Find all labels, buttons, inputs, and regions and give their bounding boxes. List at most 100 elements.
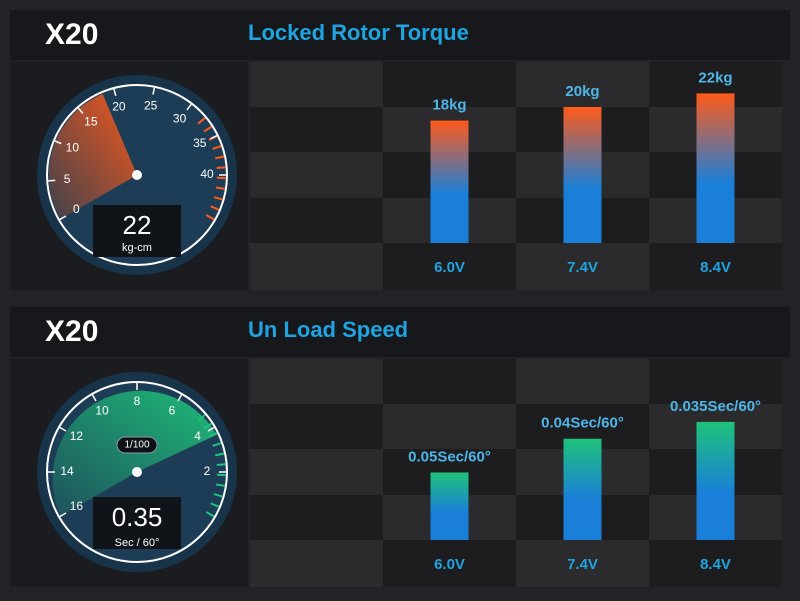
bar: [563, 438, 602, 540]
gauge-tick: [77, 107, 84, 114]
grid-cell: [649, 243, 782, 290]
category-label: 7.4V: [567, 556, 598, 573]
gauge-tick: [113, 88, 117, 96]
gauge-tick-label: 8: [134, 394, 141, 408]
gauge-tick-label: 25: [144, 99, 158, 113]
readout-box: [93, 205, 181, 257]
category-label: 6.0V: [434, 556, 465, 573]
gauge-redline: [216, 463, 226, 467]
gauge-redline: [216, 166, 226, 170]
gauge-redline: [212, 145, 222, 150]
gauge-redline: [215, 452, 225, 457]
gauge-sector: [48, 93, 137, 219]
gauge-tick-label: 16: [70, 499, 84, 513]
gauge-redline: [197, 414, 206, 422]
gauge-redline: [205, 511, 215, 518]
value-label: 0.05Sec/60°: [408, 448, 491, 465]
grid-cell: [250, 198, 383, 243]
gauge-redline: [210, 205, 220, 211]
gauge-redline: [210, 502, 220, 508]
gauge-tick-label: 10: [66, 140, 80, 154]
bar: [430, 120, 469, 243]
gauge-redline: [212, 442, 222, 447]
gauge-tick: [207, 426, 215, 432]
grid-cell: [250, 243, 383, 290]
grid-cell: [250, 359, 383, 404]
value-label: 18kg: [432, 97, 466, 114]
grid-cell: [383, 359, 516, 404]
gauge-tick: [59, 426, 67, 432]
chart-title: Locked Rotor Torque: [248, 20, 469, 45]
grid-cell: [383, 540, 516, 587]
gauge-redline: [215, 483, 226, 487]
gauge-tick-label: 0: [73, 202, 80, 216]
bar: [430, 472, 469, 540]
grid-cell: [649, 540, 782, 587]
grid-cell: [383, 404, 516, 449]
gauge-tick: [186, 103, 192, 111]
chart-title: Un Load Speed: [248, 317, 408, 342]
value-label: 20kg: [565, 83, 599, 100]
gauge-tick: [54, 140, 62, 145]
grid-cell: [250, 495, 383, 540]
dial-note: 1/100: [124, 440, 149, 451]
grid-cell: [383, 243, 516, 290]
gauge-tick: [59, 512, 67, 518]
grid-cell: [516, 62, 649, 107]
gauge-tick-label: 35: [193, 136, 207, 150]
grid-cell: [516, 540, 649, 587]
gauge-tick-label: 12: [70, 429, 84, 443]
gauge-tick-label: 10: [95, 404, 109, 418]
category-label: 6.0V: [434, 259, 465, 276]
bar: [563, 107, 602, 243]
gauge-tick-label: 6: [169, 404, 176, 418]
readout-value: 22: [123, 210, 152, 240]
grid-cell: [383, 62, 516, 107]
grid-cell: [250, 107, 383, 152]
bar: [696, 93, 735, 244]
gauge-redline: [215, 186, 226, 190]
grid-cell: [516, 243, 649, 290]
readout-box: [93, 497, 181, 549]
grid-cell: [649, 359, 782, 404]
category-label: 8.4V: [700, 259, 731, 276]
gauge-redline: [203, 125, 213, 133]
gauge-redline: [203, 422, 213, 430]
gauge-redline: [197, 117, 206, 125]
gauge-hub: [132, 170, 142, 180]
dial-note-pill: [116, 436, 158, 454]
grid-cell: [250, 449, 383, 495]
gauge-tick-label: 14: [60, 464, 74, 478]
readout-value: 0.35: [112, 502, 163, 532]
grid-cell: [250, 152, 383, 198]
gauge-tick: [59, 215, 67, 221]
value-label: 0.035Sec/60°: [670, 398, 761, 415]
gauge-tick-label: 20: [112, 100, 126, 114]
gauge-tick-label: 15: [84, 115, 98, 129]
header-bar: [10, 307, 790, 357]
readout-unit: kg-cm: [122, 242, 152, 254]
grid-cell: [250, 540, 383, 587]
gauge-redline: [213, 196, 223, 201]
gauge-redline: [213, 493, 223, 498]
gauge-tick-label: 4: [194, 429, 201, 443]
category-label: 7.4V: [567, 259, 598, 276]
value-label: 0.04Sec/60°: [541, 415, 624, 432]
gauge-redline: [208, 432, 218, 438]
gauge-tick-label: 40: [200, 167, 214, 181]
gauge-tick: [152, 87, 156, 95]
gauge-tick-label: 5: [64, 172, 71, 186]
value-label: 22kg: [698, 69, 732, 86]
gauge-redline: [205, 214, 215, 221]
gauge-hub: [132, 467, 142, 477]
grid-cell: [250, 404, 383, 449]
gauge-redline: [215, 155, 225, 160]
bar: [696, 421, 735, 540]
readout-unit: Sec / 60°: [115, 537, 160, 549]
grid-cell: [516, 359, 649, 404]
category-label: 8.4V: [700, 556, 731, 573]
gauge-tick-label: 30: [173, 112, 187, 126]
grid-cell: [250, 62, 383, 107]
gauge-tick: [177, 394, 183, 402]
